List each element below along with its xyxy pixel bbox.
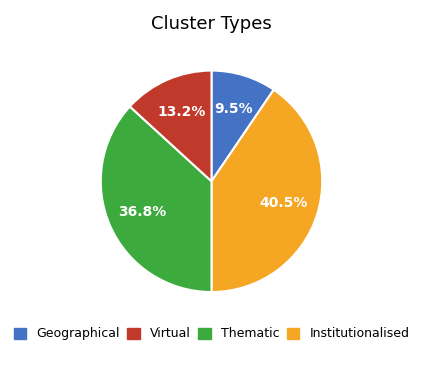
Wedge shape	[212, 70, 274, 181]
Wedge shape	[130, 70, 212, 181]
Wedge shape	[101, 106, 212, 292]
Text: 40.5%: 40.5%	[259, 196, 308, 210]
Title: Cluster Types: Cluster Types	[151, 15, 272, 33]
Text: 9.5%: 9.5%	[214, 102, 253, 116]
Text: 13.2%: 13.2%	[157, 105, 205, 119]
Legend: Geographical, Virtual, Thematic, Institutionalised: Geographical, Virtual, Thematic, Institu…	[8, 321, 415, 347]
Text: 36.8%: 36.8%	[118, 205, 167, 219]
Wedge shape	[212, 90, 322, 292]
